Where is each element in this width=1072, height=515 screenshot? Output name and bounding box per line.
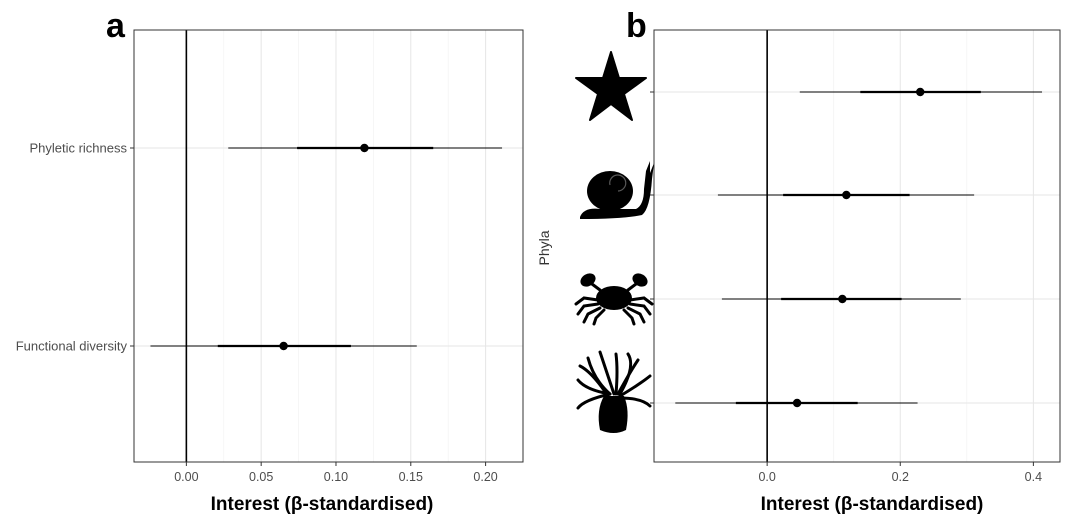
starfish-icon [575, 51, 647, 121]
anemone-icon [576, 350, 652, 433]
panel-a-x-tick-label: 0.10 [324, 470, 348, 484]
panel-b-marks [675, 30, 1043, 462]
panel-b-x-axis-label: Interest (β-standardised) [761, 494, 984, 515]
panel-b-x-tick-label: 0.4 [1025, 470, 1042, 484]
panel-a-frame [133, 29, 524, 463]
snail-icon [580, 161, 654, 219]
panel-b-point-estimate [842, 190, 851, 200]
panel-b-x-axis: 0.0 0.2 0.4 [758, 462, 1042, 484]
panel-b-point-estimate [838, 294, 847, 304]
panel-a-x-tick-label: 0.00 [174, 470, 198, 484]
panel-a-x-axis-label: Interest (β-standardised) [211, 494, 434, 515]
panel-a-marks [150, 30, 503, 462]
panel-b-point-estimate [916, 87, 925, 97]
panel-a-letter: a [106, 7, 126, 45]
panel-a: a 0.00 0.05 0.10 0.15 0.20 Phyletic richness… [16, 7, 524, 515]
panel-a-point-estimate [279, 341, 288, 351]
panel-a-x-axis: 0.00 0.05 0.10 0.15 0.20 [174, 462, 498, 484]
panel-a-x-tick-label: 0.20 [473, 470, 497, 484]
panel-b-point-estimate [792, 398, 802, 408]
panel-b-grid [654, 30, 1060, 462]
panel-b-y-axis-label: Phyla [536, 230, 552, 265]
panel-b-x-tick-label: 0.2 [892, 470, 909, 484]
panel-a-category-label: Functional diversity [16, 339, 128, 354]
panel-a-point-estimate [360, 143, 369, 153]
panel-a-x-tick-label: 0.05 [249, 470, 273, 484]
panel-a-x-tick-label: 0.15 [399, 470, 423, 484]
panel-b-category-axis [650, 91, 654, 404]
panel-b: b Phyla 0.0 0.2 0.4 Interest (β-standardis… [536, 7, 1061, 515]
crab-icon [574, 273, 654, 326]
panel-b-frame [653, 29, 1061, 463]
panel-a-grid [134, 30, 523, 462]
panel-a-category-label: Phyletic richness [29, 141, 127, 156]
panel-b-letter: b [626, 7, 647, 45]
panel-a-category-axis: Phyletic richness Functional diversity [16, 141, 134, 354]
panel-b-x-tick-label: 0.0 [758, 470, 775, 484]
